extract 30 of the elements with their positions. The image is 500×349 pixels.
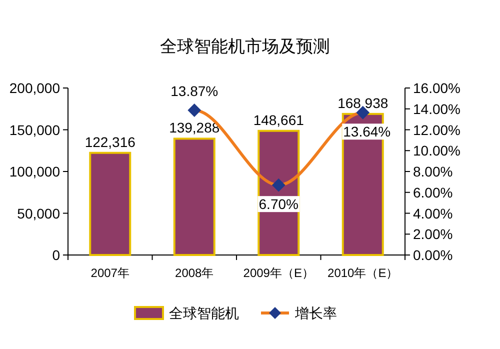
y-tick-label: 150,000 bbox=[9, 122, 60, 138]
data-label: 122,316 bbox=[84, 134, 136, 150]
y2-tick-label: 0.00% bbox=[413, 247, 453, 263]
bar bbox=[173, 138, 216, 256]
x-tick-label: 2009年（E） bbox=[243, 266, 314, 280]
y2-tick-label: 2.00% bbox=[413, 226, 453, 242]
x-tick-label: 2007年 bbox=[90, 266, 130, 280]
data-label: 139,288 bbox=[169, 120, 220, 136]
y2-tick-label: 14.00% bbox=[413, 100, 460, 117]
y2-tick-label: 8.00% bbox=[413, 164, 453, 180]
bar bbox=[89, 152, 132, 256]
data-label: 148,661 bbox=[253, 112, 304, 128]
legend-label: 增长率 bbox=[294, 305, 337, 321]
data-label: 13.87% bbox=[170, 83, 218, 100]
y-tick-label: 100,000 bbox=[9, 164, 60, 180]
x-tick-label: 2010年（E） bbox=[328, 266, 398, 280]
y2-tick-label: 10.00% bbox=[413, 142, 460, 159]
x-tick-label: 2008年 bbox=[175, 266, 214, 280]
data-label: 13.64% bbox=[343, 124, 391, 140]
legend-label: 全球智能机 bbox=[169, 305, 239, 321]
y2-tick-label: 12.00% bbox=[413, 122, 460, 138]
y-tick-label: 0 bbox=[52, 247, 60, 263]
data-label: 6.70% bbox=[258, 196, 298, 212]
chart-title: 全球智能机市场及预测 bbox=[160, 37, 330, 56]
y2-tick-label: 6.00% bbox=[413, 184, 453, 200]
y-tick-label: 50,000 bbox=[17, 205, 60, 222]
data-label: 168,938 bbox=[338, 94, 388, 111]
y-tick-label: 200,000 bbox=[9, 80, 60, 96]
y2-tick-label: 16.00% bbox=[413, 80, 460, 96]
y2-tick-label: 4.00% bbox=[413, 205, 453, 222]
